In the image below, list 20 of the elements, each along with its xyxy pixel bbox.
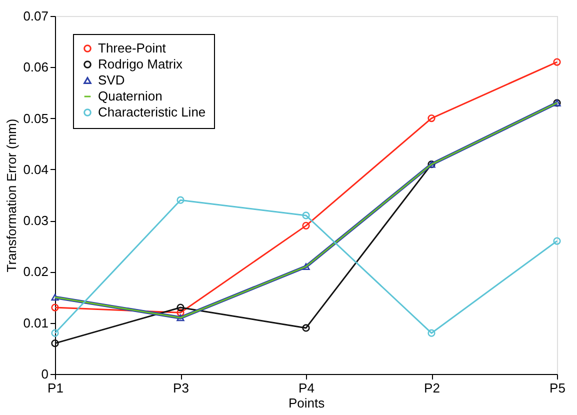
y-tick-label: 0 bbox=[41, 366, 48, 382]
x-tick-label: P3 bbox=[173, 380, 189, 396]
y-tick-label: 0.05 bbox=[23, 110, 48, 126]
x-tick-label: P4 bbox=[298, 380, 314, 396]
legend-label: Three-Point bbox=[98, 40, 166, 56]
y-tick-label: 0.07 bbox=[23, 8, 48, 24]
x-tick-label: P2 bbox=[424, 380, 440, 396]
y-tick-label: 0.04 bbox=[23, 162, 48, 177]
x-tick-label: P1 bbox=[48, 380, 64, 396]
y-tick-label: 0.03 bbox=[23, 213, 48, 228]
x-axis-title: Points bbox=[288, 396, 326, 410]
legend-label: Characteristic Line bbox=[98, 104, 206, 120]
y-tick-label: 0.06 bbox=[23, 60, 48, 75]
y-tick-label: 0.01 bbox=[23, 315, 48, 330]
x-tick-label: P5 bbox=[550, 380, 566, 396]
y-axis-title: Transformation Error (mm) bbox=[4, 118, 20, 272]
legend-label: SVD bbox=[98, 72, 125, 88]
legend-label: Rodrigo Matrix bbox=[98, 56, 184, 72]
legend-label: Quaternion bbox=[98, 88, 162, 104]
y-tick-label: 0.02 bbox=[23, 264, 48, 280]
